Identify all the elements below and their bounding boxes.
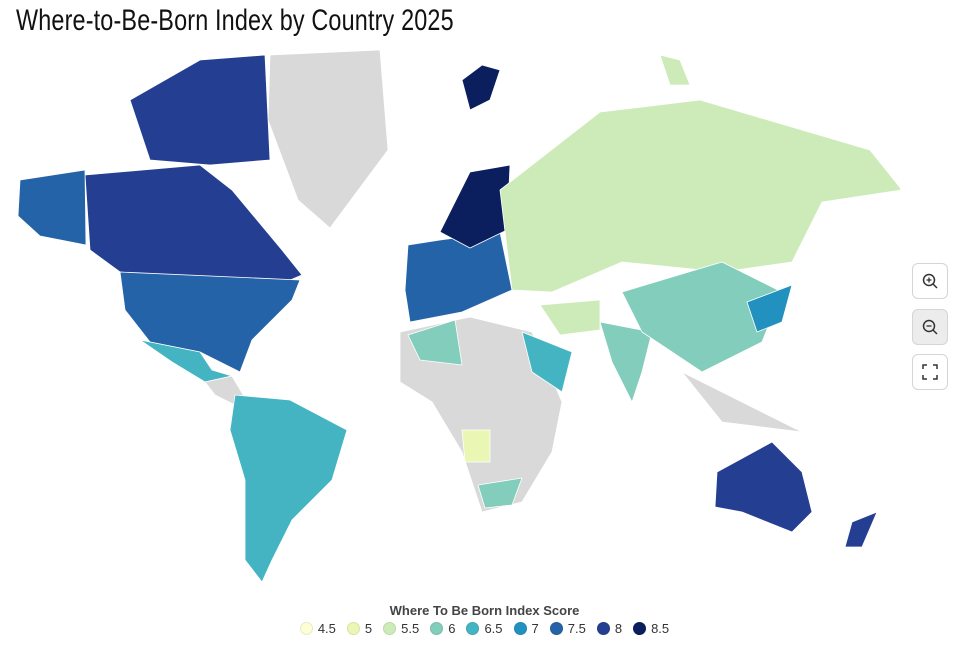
legend-item: 6.5 xyxy=(466,621,503,636)
country xyxy=(399,316,563,513)
page-title: Where-to-Be-Born Index by Country 2025 xyxy=(16,4,454,37)
country xyxy=(17,169,87,246)
world-map xyxy=(17,49,900,583)
legend-label: 5 xyxy=(364,621,373,636)
legend-label: 7.5 xyxy=(567,621,586,636)
legend-label: 6.5 xyxy=(484,621,503,636)
legend-title: Where To Be Born Index Score xyxy=(389,603,580,618)
legend-swatch xyxy=(430,622,444,635)
legend-swatch xyxy=(513,622,527,635)
legend-item: 7.5 xyxy=(549,621,586,636)
countries xyxy=(17,49,900,583)
zoom-out-button[interactable] xyxy=(912,309,948,345)
legend-label: 6 xyxy=(448,621,456,636)
country xyxy=(119,271,301,373)
legend-swatch xyxy=(383,622,397,635)
zoom-in-icon xyxy=(922,273,938,289)
legend-swatch xyxy=(466,622,480,635)
country xyxy=(844,511,878,548)
country xyxy=(129,54,271,166)
country xyxy=(229,394,348,583)
country xyxy=(461,429,491,463)
country xyxy=(407,319,463,366)
legend-swatch xyxy=(299,622,313,635)
legend-label: 4.5 xyxy=(317,621,336,636)
country xyxy=(746,284,793,333)
legend-swatch xyxy=(346,622,360,635)
country xyxy=(621,261,783,373)
legend-swatch xyxy=(596,622,610,635)
legend-items: 4.5 5 5.5 6 6.5 7 7.5 8 8.5 xyxy=(0,621,969,636)
country xyxy=(477,477,523,509)
legend: Where To Be Born Index Score 4.5 5 5.5 6 6.5… xyxy=(0,603,969,636)
zoom-out-icon xyxy=(922,319,938,335)
fullscreen-icon xyxy=(922,364,938,380)
legend-item: 6 xyxy=(430,621,455,636)
zoom-in-button[interactable] xyxy=(912,263,948,299)
legend-label: 7 xyxy=(531,621,539,636)
country xyxy=(84,164,303,293)
fullscreen-button[interactable] xyxy=(912,354,948,390)
legend-item: 8 xyxy=(596,621,623,636)
country xyxy=(681,371,803,433)
legend-label: 5.5 xyxy=(401,621,420,636)
legend-swatch xyxy=(633,622,647,635)
country xyxy=(521,331,573,393)
country xyxy=(267,49,389,229)
country xyxy=(599,321,653,403)
country xyxy=(659,54,691,86)
legend-item: 8.5 xyxy=(633,621,669,636)
country xyxy=(404,231,513,323)
legend-label: 8.5 xyxy=(651,621,670,636)
legend-item: 5 xyxy=(346,621,373,636)
country xyxy=(499,99,900,293)
legend-item: 4.5 xyxy=(299,621,336,636)
legend-label: 8 xyxy=(614,621,623,636)
country xyxy=(714,441,813,533)
legend-swatch xyxy=(549,622,563,635)
country xyxy=(539,299,601,336)
legend-item: 5.5 xyxy=(383,621,419,636)
legend-item: 7 xyxy=(513,621,539,636)
country xyxy=(461,64,501,111)
